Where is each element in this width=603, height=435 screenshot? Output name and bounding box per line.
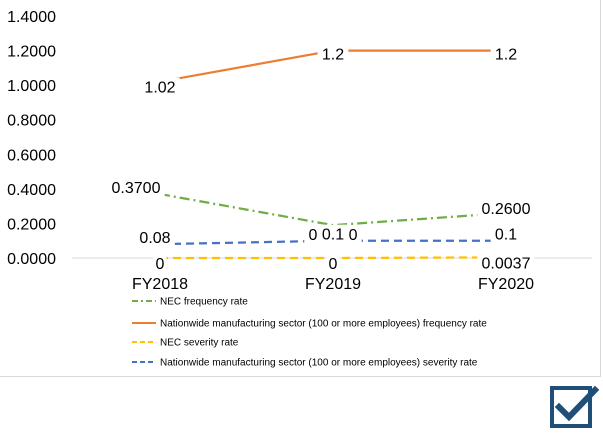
y-tick-label: 0.2000: [7, 216, 56, 233]
y-tick-label: 0.0000: [7, 251, 56, 268]
legend: NEC frequency rate Nationwide manufacturi…: [132, 297, 487, 369]
y-axis: 0.0000 0.2000 0.4000 0.6000 0.8000 1.0000 1.20…: [7, 9, 56, 268]
checkbox-checked-icon[interactable]: [549, 384, 599, 430]
x-tick-label: FY2018: [132, 276, 188, 293]
data-label: 0.0037: [482, 255, 531, 272]
data-label-bg: [490, 224, 522, 243]
data-label: 0: [329, 256, 338, 273]
legend-item-label: Nationwide manufacturing sector (100 or …: [160, 319, 487, 330]
y-tick-label: 0.8000: [7, 113, 56, 130]
data-label: 0.08: [139, 230, 170, 247]
data-label: 0.1: [495, 227, 517, 244]
data-label-bg: [135, 228, 175, 247]
legend-item-label: NEC frequency rate: [160, 297, 248, 308]
data-label-bg: [477, 253, 535, 272]
legend-item-label: NEC severity rate: [160, 338, 239, 349]
y-tick-label: 0.6000: [7, 147, 56, 164]
data-label-bg: [140, 77, 180, 96]
data-label: 0: [156, 256, 165, 273]
x-tick-label: FY2019: [305, 276, 361, 293]
data-label: 1.02: [144, 80, 175, 97]
x-tick-label: FY2020: [478, 276, 534, 293]
y-tick-label: 1.2000: [7, 44, 56, 61]
data-label-bg: [326, 254, 340, 272]
checkbox-frame: [550, 386, 592, 428]
data-label: 1.2: [322, 47, 344, 64]
data-label-bg: [317, 44, 349, 63]
y-tick-label: 1.4000: [7, 9, 56, 26]
chart-frame: 0.0000 0.2000 0.4000 0.6000 0.8000 1.0000 1.20…: [0, 0, 601, 377]
series-line: [159, 192, 507, 227]
data-label: 0.2600: [482, 201, 531, 218]
data-label: 1.2: [495, 47, 517, 64]
data-label-bg: [477, 199, 535, 218]
legend-item-label: Nationwide manufacturing sector (100 or …: [160, 358, 478, 369]
data-label-bg: [153, 254, 167, 272]
data-label-bg: [107, 178, 165, 197]
data-label: 0.1: [322, 227, 344, 244]
y-tick-label: 1.0000: [7, 78, 56, 95]
line-chart: 0.00000.20000.40000.60000.80001.00001.20…: [7, 9, 592, 369]
checkmark: [554, 385, 599, 422]
data-labels: 0.37000.19000.26001.021.21.2000.00370.08…: [107, 44, 535, 273]
data-label-bg: [317, 224, 349, 243]
y-tick-label: 0.4000: [7, 182, 56, 199]
data-label-bg: [490, 44, 522, 63]
data-label: 0.3700: [112, 180, 161, 197]
